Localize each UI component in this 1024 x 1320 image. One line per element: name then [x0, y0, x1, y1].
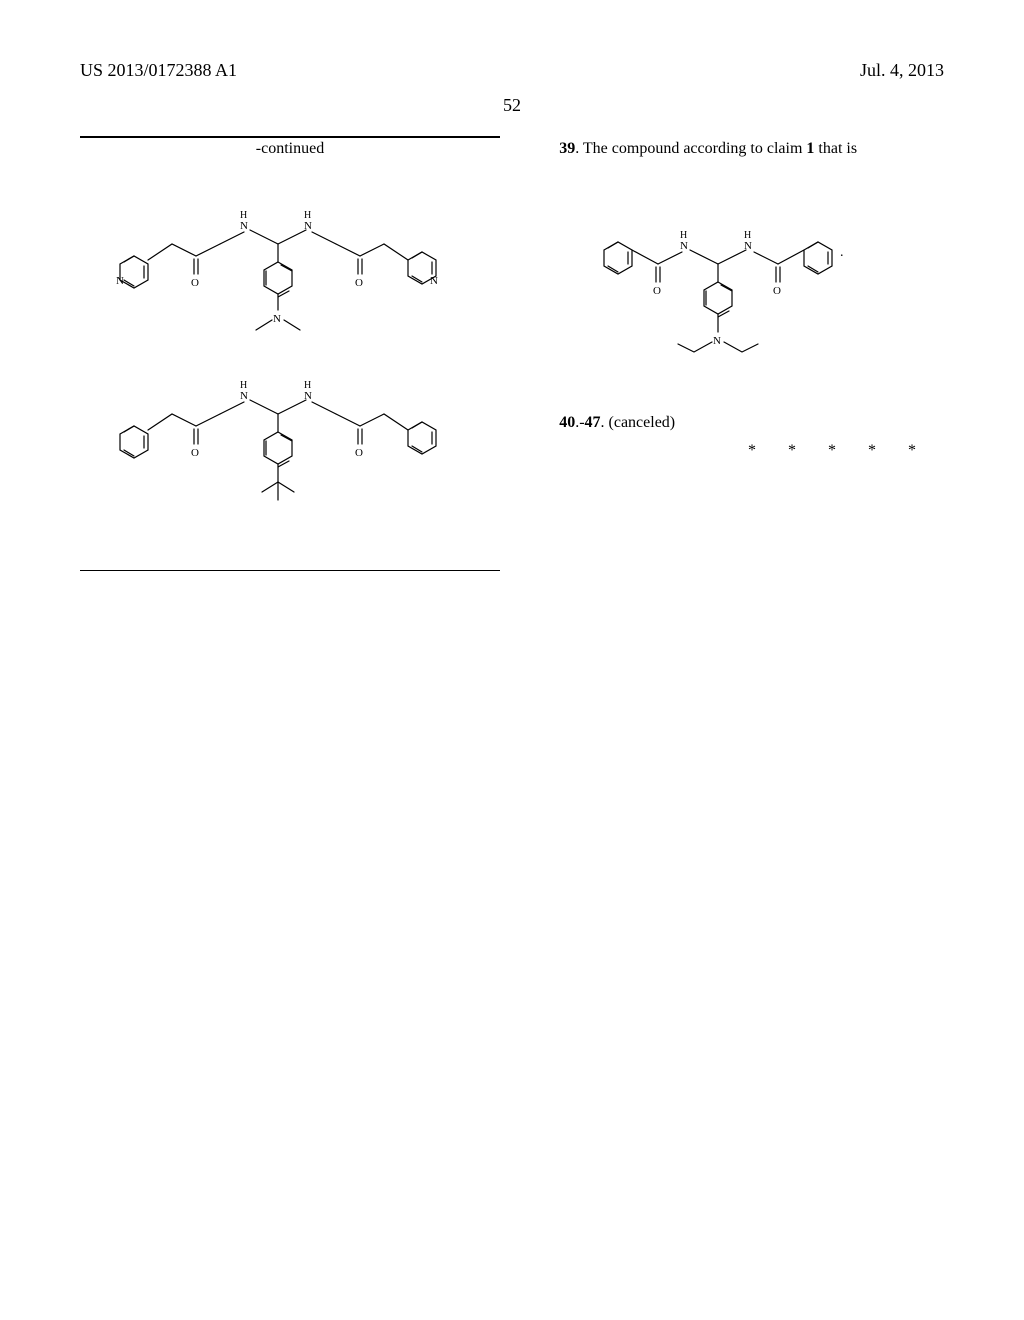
svg-text:N: N — [240, 390, 248, 402]
chemical-structure-1: N O N H N — [80, 164, 500, 354]
claim-canceled: 40.-47. (canceled) — [540, 414, 960, 432]
left-column: -continued N O — [80, 136, 500, 571]
svg-text:O: O — [191, 447, 199, 459]
continued-label: -continued — [80, 137, 500, 160]
right-column: 39. The compound according to claim 1 th… — [540, 136, 960, 571]
svg-text:N: N — [680, 240, 688, 252]
claim-39: 39. The compound according to claim 1 th… — [540, 140, 960, 158]
svg-text:H: H — [304, 210, 311, 221]
structure-right: O N H N H O — [540, 176, 960, 406]
cancel-start: 40 — [559, 414, 575, 431]
end-stars: * * * * * — [540, 442, 960, 460]
svg-text:N: N — [273, 313, 281, 325]
header: US 2013/0172388 A1 Jul. 4, 2013 — [80, 60, 944, 81]
svg-text:N: N — [304, 220, 312, 232]
svg-text:N: N — [713, 335, 721, 347]
columns: -continued N O — [80, 136, 944, 571]
svg-text:O: O — [191, 277, 199, 289]
svg-text:O: O — [355, 447, 363, 459]
pub-number: US 2013/0172388 A1 — [80, 60, 237, 81]
svg-text:N: N — [430, 275, 438, 287]
claim-text-2: that is — [814, 140, 857, 157]
page-number: 52 — [80, 95, 944, 116]
svg-text:O: O — [355, 277, 363, 289]
svg-text:H: H — [744, 230, 751, 241]
chemical-structure-2: O N H N H O — [80, 354, 500, 554]
chemical-structure-3: O N H N H O — [540, 176, 960, 406]
svg-text:N: N — [240, 220, 248, 232]
svg-text:H: H — [240, 380, 247, 391]
pub-date: Jul. 4, 2013 — [860, 60, 944, 81]
svg-text:H: H — [680, 230, 687, 241]
cancel-text: . (canceled) — [601, 414, 676, 431]
svg-text:N: N — [304, 390, 312, 402]
structure-group-left: N O N H N — [80, 164, 500, 564]
svg-text:O: O — [773, 285, 781, 297]
cancel-end: 47 — [585, 414, 601, 431]
svg-text:O: O — [653, 285, 661, 297]
rule-bottom — [80, 570, 500, 571]
svg-text:N: N — [744, 240, 752, 252]
claim-number: 39 — [559, 140, 575, 157]
svg-text:N: N — [116, 275, 124, 287]
svg-text:.: . — [840, 245, 844, 260]
claim-text-1: . The compound according to claim — [575, 140, 806, 157]
svg-text:H: H — [304, 380, 311, 391]
svg-text:H: H — [240, 210, 247, 221]
page: US 2013/0172388 A1 Jul. 4, 2013 52 -cont… — [0, 0, 1024, 1320]
